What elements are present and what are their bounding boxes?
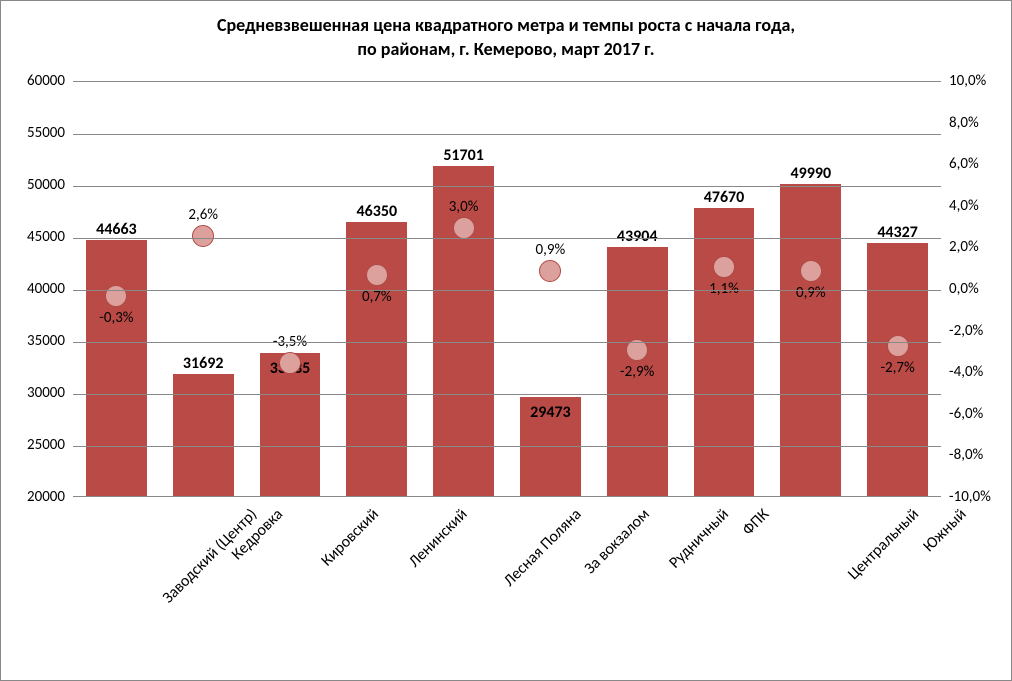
y-left-tick: 20000: [27, 488, 65, 506]
growth-label: 0,7%: [362, 288, 392, 306]
growth-marker: [887, 335, 909, 357]
x-category-label: ФПК: [739, 505, 774, 540]
bar: [346, 222, 407, 496]
growth-marker: [366, 264, 388, 286]
gridline: [73, 238, 941, 239]
bar-value-label: 51701: [443, 146, 484, 165]
bar-value-label: 43904: [617, 227, 658, 246]
gridline: [73, 342, 941, 343]
y-right-tick: -8,0%: [949, 446, 983, 464]
y-left-tick: 50000: [27, 176, 65, 194]
x-category-label: Южный: [919, 505, 970, 556]
y-right-tick: -2,0%: [949, 322, 983, 340]
x-category-label: Кировский: [317, 505, 382, 570]
growth-label: -2,7%: [880, 359, 914, 377]
bar-value-label: 31692: [183, 354, 224, 373]
growth-label: 2,6%: [188, 206, 218, 224]
growth-marker: [453, 217, 475, 239]
y-right-tick: 8,0%: [949, 114, 979, 132]
title-line1: Средневзвешенная цена квадратного метра …: [217, 14, 795, 36]
growth-marker: [539, 260, 561, 282]
growth-label: -2,9%: [620, 363, 654, 381]
growth-label: 0,9%: [536, 241, 566, 259]
y-left-tick: 30000: [27, 384, 65, 402]
bar-value-label: 29473: [530, 403, 571, 422]
bar-value-label: 49990: [791, 164, 832, 183]
y-axis-left: 2000025000300003500040000450005000055000…: [1, 81, 65, 497]
bar-value-label: 46350: [357, 202, 398, 221]
y-right-tick: 0,0%: [949, 280, 979, 298]
y-right-tick: -4,0%: [949, 363, 983, 381]
x-category-label: Центральный: [844, 505, 923, 584]
gridline: [73, 134, 941, 135]
bar: [173, 374, 234, 496]
chart-container: Средневзвешенная цена квадратного метра …: [0, 0, 1012, 681]
gridline: [73, 290, 941, 291]
bar-value-label: 44663: [96, 220, 137, 239]
y-left-tick: 35000: [27, 332, 65, 350]
y-left-tick: 45000: [27, 228, 65, 246]
bars-layer: 44663-0,3%316922,6%33735-3,5%463500,7%51…: [73, 82, 941, 496]
y-left-tick: 25000: [27, 436, 65, 454]
growth-marker: [105, 285, 127, 307]
y-axis-right: -10,0%-8,0%-6,0%-4,0%-2,0%0,0%2,0%4,0%6,…: [949, 81, 1009, 497]
growth-label: 0,9%: [796, 284, 826, 302]
growth-marker: [279, 352, 301, 374]
growth-marker: [192, 225, 214, 247]
y-left-tick: 60000: [27, 72, 65, 90]
x-category-label: Лесная Поляна: [499, 505, 585, 591]
gridline: [73, 186, 941, 187]
x-category-label: Рудничный: [666, 505, 733, 572]
x-category-label: Ленинский: [405, 505, 471, 571]
growth-label: -0,3%: [99, 309, 133, 327]
growth-marker: [713, 256, 735, 278]
growth-marker: [800, 260, 822, 282]
y-right-tick: -6,0%: [949, 405, 983, 423]
y-right-tick: 6,0%: [949, 155, 979, 173]
bar-value-label: 47670: [704, 188, 745, 207]
y-left-tick: 40000: [27, 280, 65, 298]
chart-title: Средневзвешенная цена квадратного метра …: [1, 13, 1011, 62]
bar: [86, 240, 147, 496]
y-left-tick: 55000: [27, 124, 65, 142]
bar: [694, 208, 755, 496]
x-axis-labels: Заводский (Центр)КедровкаКировскийЛенинс…: [73, 505, 941, 681]
title-line2: по районам, г. Кемерово, март 2017 г.: [357, 38, 654, 60]
y-right-tick: 4,0%: [949, 197, 979, 215]
bar: [780, 184, 841, 496]
y-right-tick: 10,0%: [949, 72, 986, 90]
gridline: [73, 446, 941, 447]
y-right-tick: 2,0%: [949, 238, 979, 256]
growth-label: 3,0%: [449, 198, 479, 216]
gridline: [73, 394, 941, 395]
y-right-tick: -10,0%: [949, 488, 991, 506]
bar-value-label: 44327: [877, 223, 918, 242]
x-category-label: За вокзалом: [581, 505, 654, 578]
plot-area: 44663-0,3%316922,6%33735-3,5%463500,7%51…: [73, 81, 941, 497]
